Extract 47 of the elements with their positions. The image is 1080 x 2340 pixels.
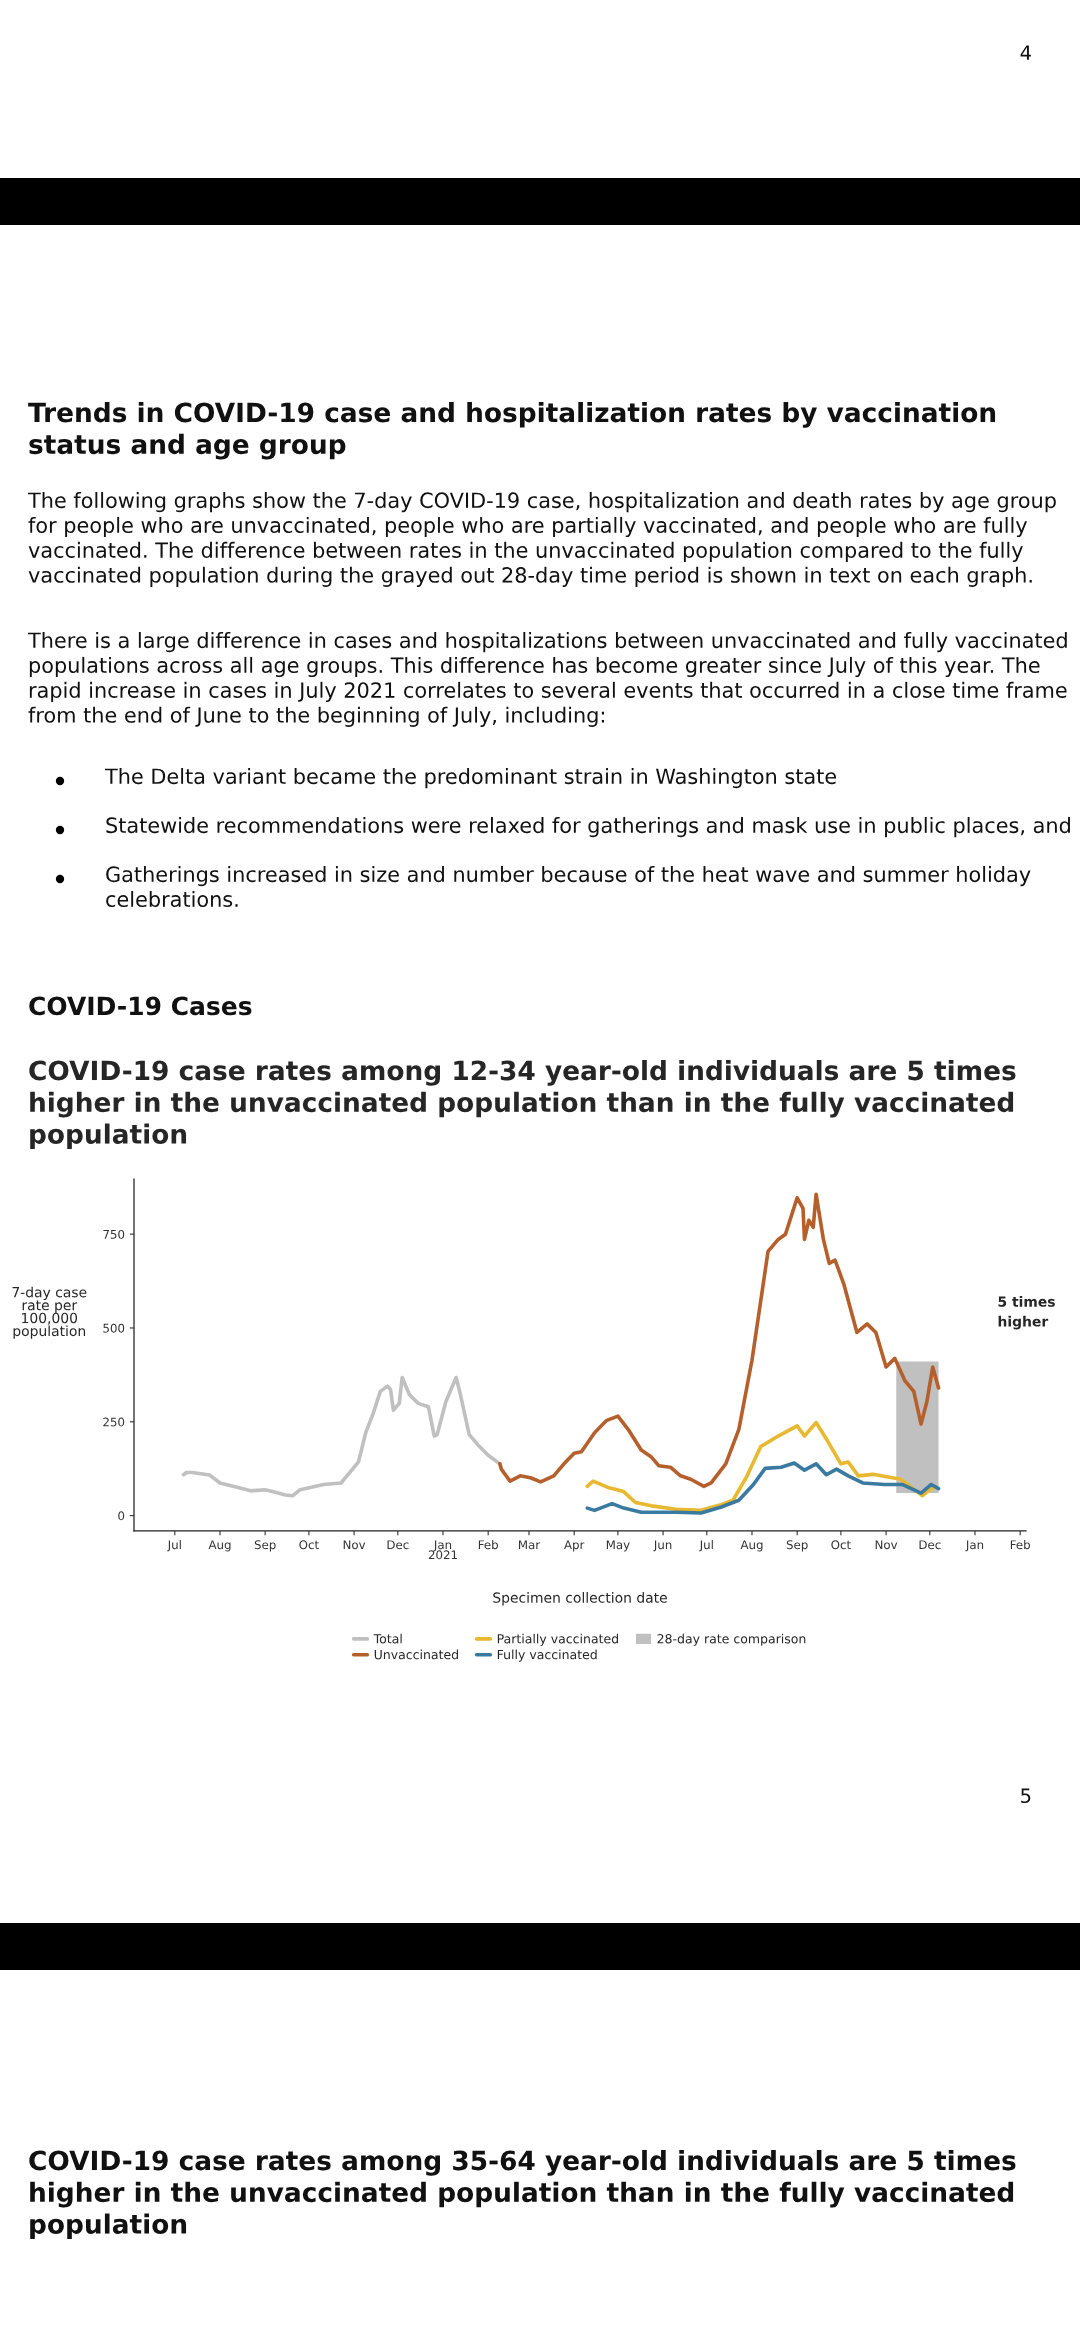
- x-tick-label: Aug: [740, 1540, 763, 1552]
- x-tick-label: Dec: [919, 1540, 941, 1550]
- x-tick-label: Jan 2021: [428, 1540, 457, 1560]
- x-tick-label: Aug: [208, 1540, 231, 1552]
- y-tick-label: 750: [103, 1229, 125, 1239]
- text: The Delta variant became the predominant strain in Washington state: [104, 768, 837, 789]
- line-series: [585, 1461, 941, 1515]
- x-tick-label: Nov: [343, 1540, 366, 1550]
- x-tick-label: Dec: [387, 1540, 409, 1550]
- text: There is a large difference in cases and hospitalizations between unvaccinated and fully vaccinated populations across all age groups. This difference has become greater since July of this year. The rapid increase in cases in July 2021 correlates to several events that occurred in a close time frame from the end of June to the beginning of July, including:: [27, 632, 1067, 727]
- legend-label: Unvaccinated: [374, 1649, 458, 1660]
- text: 4: [1020, 45, 1031, 60]
- x-tick-label: Jan: [965, 1540, 984, 1552]
- y-axis-title: 7-day case rate per 100,000 population: [12, 1286, 87, 1339]
- line-series: [498, 1192, 941, 1489]
- x-tick-label: Jul: [699, 1540, 713, 1552]
- annotation: 5 times higher: [998, 1296, 1055, 1330]
- x-tick-label: Jul: [167, 1540, 181, 1552]
- x-tick-label: May: [606, 1540, 630, 1552]
- text: COVID-19 Cases: [29, 996, 252, 1016]
- x-tick-label: Jun: [653, 1540, 672, 1552]
- text: Gatherings increased in size and number because of the heat wave and summer holiday celebrations.: [106, 866, 1031, 908]
- legend-label: 28-day rate comparison: [657, 1633, 806, 1646]
- x-tick-label: Nov: [875, 1540, 898, 1550]
- legend-label: Total: [373, 1633, 402, 1644]
- x-tick-label: Apr: [564, 1540, 585, 1552]
- line-series: [181, 1375, 502, 1498]
- x-tick-label: Oct: [831, 1540, 851, 1550]
- y-tick-label: 500: [103, 1323, 125, 1333]
- text: The following graphs show the 7-day COVID-19 case, hospitalization and death rates by age group for people who are unvaccinated, people who are partially vaccinated, and people who are fully vaccinated. The difference between rates in the unvaccinated population compared to the fully vaccinated population during the grayed out 28-day time period is shown in text on each graph.: [27, 492, 1056, 587]
- text: Statewide recommendations were relaxed for gatherings and mask use in public places, and: [106, 817, 1070, 838]
- y-tick-label: 0: [118, 1511, 125, 1521]
- legend-label: Partially vaccinated: [497, 1633, 618, 1646]
- chart-title: COVID-19 case rates among 12-34 year-old individuals are 5 times higher in the unvaccinated population than in the fully vaccinated population: [29, 1060, 1016, 1150]
- x-tick-label: Oct: [299, 1540, 319, 1550]
- x-axis-title: Specimen collection date: [493, 1592, 667, 1606]
- line-series: [585, 1420, 938, 1513]
- x-tick-label: Sep: [254, 1540, 276, 1552]
- text: COVID-19 case rates among 35-64 year-old individuals are 5 times higher in the unvaccinated population than in the fully vaccinated population: [29, 2150, 1016, 2240]
- x-tick-label: Feb: [478, 1540, 498, 1550]
- x-tick-label: Feb: [1010, 1540, 1030, 1550]
- legend-label: Fully vaccinated: [497, 1649, 597, 1662]
- text: Trends in COVID-19 case and hospitalization rates by vaccination status and age group: [28, 402, 996, 460]
- x-tick-label: Sep: [786, 1540, 808, 1552]
- x-tick-label: Mar: [519, 1540, 541, 1550]
- text: 5: [1021, 1788, 1031, 1804]
- y-tick-label: 250: [103, 1417, 125, 1427]
